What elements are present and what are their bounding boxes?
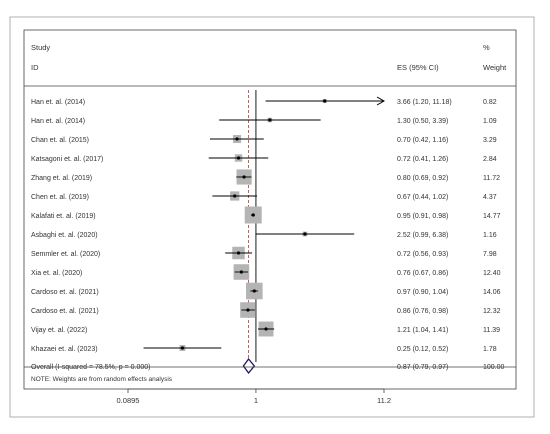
study-ci-text: 0.67 (0.44, 1.02) [397, 194, 448, 201]
study-ci-text: 0.80 (0.69, 0.92) [397, 175, 448, 182]
study-label: Kalafati et. al. (2019) [31, 213, 96, 220]
study-weight: 2.84 [483, 156, 497, 163]
study-weight: 12.40 [483, 270, 501, 277]
header-study: Study [31, 43, 50, 52]
header-es: ES (95% CI) [397, 63, 439, 72]
study-label: Zhang et. al. (2019) [31, 175, 92, 182]
study-point-estimate [180, 346, 185, 350]
header-percent: % [483, 43, 490, 52]
x-tick-label: 11.2 [377, 396, 391, 405]
study-label: Asbaghi et. al. (2020) [31, 232, 98, 239]
study-label: Han et. al. (2014) [31, 118, 85, 125]
study-point-estimate [242, 175, 246, 179]
study-weight: 12.32 [483, 308, 501, 315]
study-weight: 3.29 [483, 137, 497, 144]
study-weight: 11.72 [483, 175, 500, 182]
study-ci-text: 0.97 (0.90, 1.04) [397, 289, 448, 296]
study-ci-text: 0.72 (0.41, 1.26) [397, 156, 448, 163]
study-label: Chen et. al. (2019) [31, 194, 89, 201]
overall-diamond [242, 357, 256, 375]
study-ci-text: 0.95 (0.91, 0.98) [397, 213, 448, 220]
study-ci-text: 3.66 (1.20, 11.18) [397, 99, 452, 106]
study-weight: 11.39 [483, 327, 500, 334]
study-ci-arrow [376, 96, 386, 106]
study-point-estimate [235, 137, 239, 141]
study-weight: 14.06 [483, 289, 501, 296]
study-point-estimate [264, 327, 268, 331]
overall-label: Overall (I-squared = 78.5%, p = 0.000) [31, 364, 150, 371]
study-ci-text: 1.30 (0.50, 3.39) [397, 118, 448, 125]
study-ci-text: 2.52 (0.99, 6.38) [397, 232, 448, 239]
study-point-estimate [303, 232, 307, 236]
study-point-estimate [323, 99, 327, 103]
study-ci-text: 0.72 (0.56, 0.93) [397, 251, 448, 258]
header-id: ID [31, 63, 39, 72]
study-label: Cardoso et. al. (2021) [31, 308, 99, 315]
study-label: Vijay et. al. (2022) [31, 327, 87, 334]
study-weight: 7.98 [483, 251, 497, 258]
study-ci-text: 0.70 (0.42, 1.16) [397, 137, 448, 144]
study-point-estimate [246, 308, 250, 312]
study-point-estimate [252, 289, 256, 293]
study-weight: 1.16 [483, 232, 497, 239]
study-point-estimate [236, 156, 241, 160]
study-label: Katsagoni et. al. (2017) [31, 156, 103, 163]
x-axis: 0.0895 1 11.2 [117, 388, 391, 405]
overall-ci-text: 0.87 (0.79, 0.97) [397, 364, 448, 371]
study-weight: 14.77 [483, 213, 501, 220]
study-label: Semmler et. al. (2020) [31, 251, 100, 258]
study-label: Chan et. al. (2015) [31, 137, 89, 144]
overall-weight: 100.00 [483, 364, 505, 371]
study-ci-text: 0.25 (0.12, 0.52) [397, 346, 448, 353]
study-label: Han et. al. (2014) [31, 99, 85, 106]
forest-marks: Han et. al. (2014) 3.66 (1.20, 11.18) 0.82… [31, 90, 505, 375]
study-label: Xia et. al. (2020) [31, 270, 82, 277]
x-tick-label: 0.0895 [117, 396, 140, 405]
study-ci-text: 1.21 (1.04, 1.41) [397, 327, 448, 334]
study-ci-text: 0.76 (0.67, 0.86) [397, 270, 448, 277]
study-point-estimate [236, 251, 241, 255]
study-label: Cardoso et. al. (2021) [31, 289, 99, 296]
study-weight: 0.82 [483, 99, 497, 106]
study-point-estimate [233, 194, 237, 198]
study-point-estimate [239, 270, 243, 274]
study-point-estimate [251, 213, 255, 217]
study-weight: 1.09 [483, 118, 497, 125]
study-weight: 4.37 [483, 194, 497, 201]
study-label: Khazaei et. al. (2023) [31, 346, 98, 353]
study-ci-text: 0.86 (0.76, 0.98) [397, 308, 448, 315]
x-tick-label: 1 [254, 396, 258, 405]
study-point-estimate [268, 118, 272, 122]
weights-note: NOTE: Weights are from random effects an… [31, 376, 173, 383]
study-weight: 1.78 [483, 346, 497, 353]
header-weight: Weight [483, 63, 507, 72]
